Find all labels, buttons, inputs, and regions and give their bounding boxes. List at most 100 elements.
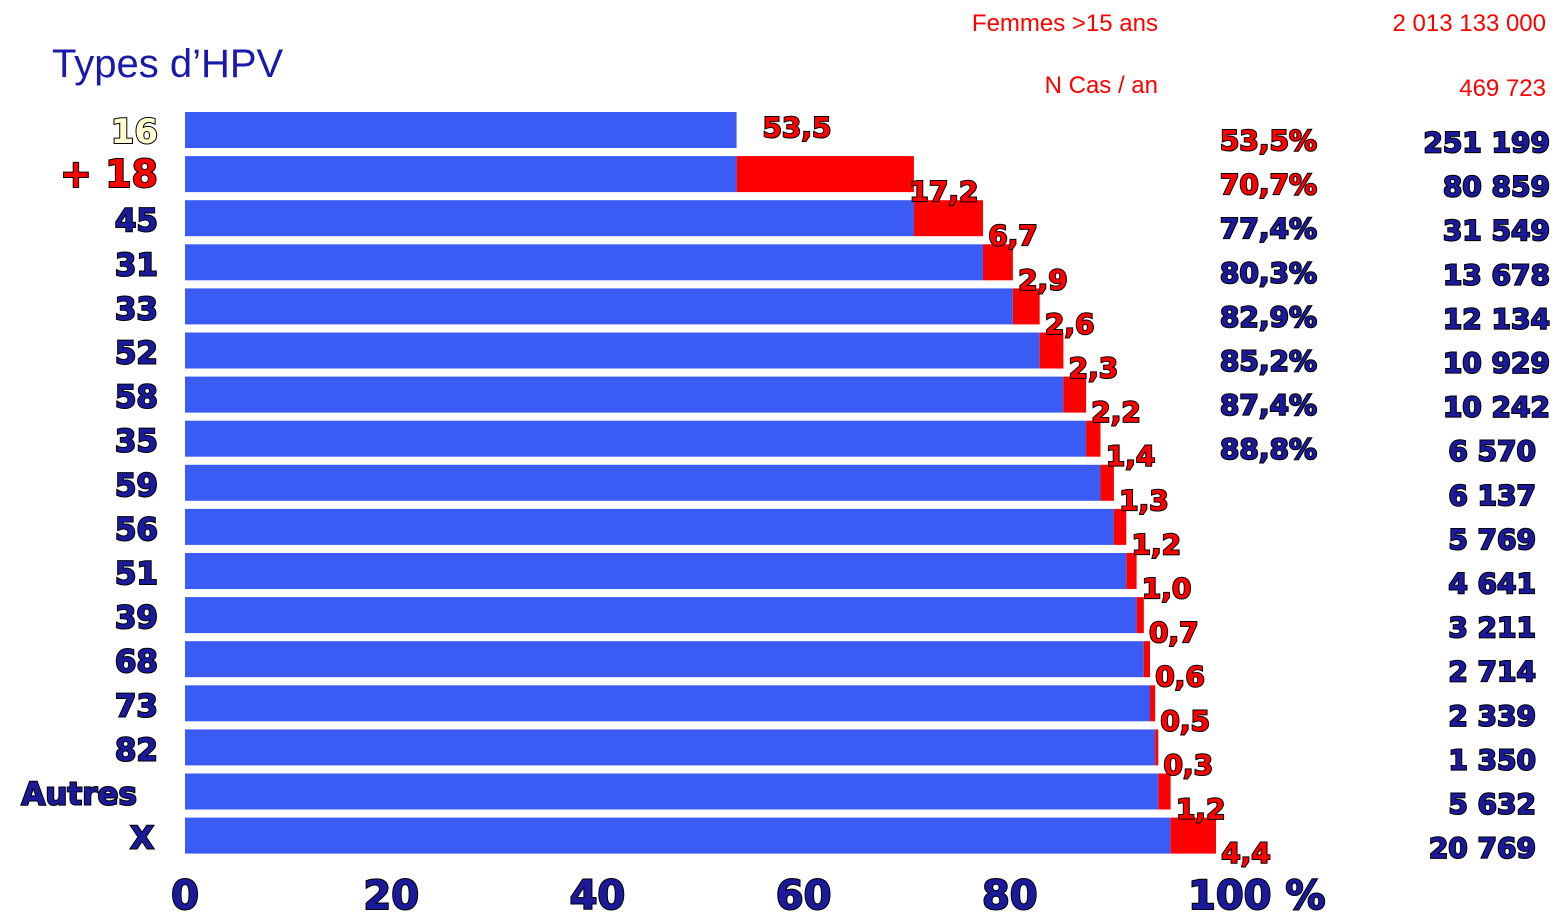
case-count: 13 678	[1443, 258, 1550, 291]
cumulative-labels: 53,5% 70,7% 77,4% 80,3% 82,9% 85,2% 87,4% 88,8%	[1219, 123, 1318, 467]
case-count: 20 769	[1429, 832, 1536, 865]
bar-base	[185, 376, 1064, 413]
bar-base	[185, 200, 914, 237]
bar-base	[185, 553, 1127, 589]
category-label: 59	[115, 468, 158, 504]
case-count: 1 350	[1448, 743, 1536, 776]
bar-base	[185, 156, 737, 193]
bar-base	[185, 464, 1101, 501]
bar-base	[185, 597, 1137, 634]
value-label: 6,7	[988, 219, 1038, 252]
bar-base	[185, 508, 1114, 545]
bar-base	[185, 420, 1087, 457]
x-tick-label: 20	[363, 873, 419, 919]
value-label: 1,2	[1131, 528, 1181, 561]
category-label: 16	[111, 112, 158, 152]
value-label: 2,9	[1018, 263, 1068, 296]
value-label: 0,5	[1160, 704, 1210, 737]
case-count: 10 242	[1443, 391, 1550, 424]
x-axis-ticks: 0 20 40 60 80 100 %	[170, 872, 1326, 919]
x-tick-label: 60	[776, 873, 832, 919]
x-tick-label: 40	[570, 873, 626, 919]
category-labels: 16+ 18 45 31 33 52 58 35 59 56 51 39 68 73 82 Autres X	[20, 111, 159, 858]
value-label: 0,3	[1163, 748, 1213, 781]
bar-increment	[1012, 288, 1040, 325]
value-label: 1,4	[1106, 440, 1156, 473]
bar-increment	[913, 200, 983, 237]
cumulative-label: 80,3%	[1220, 256, 1317, 289]
x-tick-label: 80	[982, 873, 1038, 919]
category-label: 52	[115, 336, 158, 372]
case-count-labels: 251 199 80 859 31 549 13 678 12 134 10 929 10 …	[1422, 125, 1551, 866]
bar-increment	[1086, 420, 1101, 457]
bar-base	[185, 773, 1159, 810]
bar-increment	[1170, 817, 1216, 854]
value-label: 1,3	[1119, 484, 1169, 517]
bar-increment	[185, 112, 737, 148]
value-label: 1,0	[1142, 572, 1192, 605]
value-label: 1,2	[1176, 793, 1226, 826]
header-cases-label: N Cas / an	[1045, 72, 1158, 99]
category-label: 68	[115, 644, 158, 680]
cumulative-label: 77,4%	[1220, 212, 1317, 245]
bar-increment	[1126, 553, 1137, 589]
cumulative-label: 88,8%	[1220, 433, 1317, 466]
header-women-value: 2 013 133 000	[1393, 10, 1546, 37]
bar-increment	[1063, 376, 1087, 413]
cumulative-label: 53,5%	[1220, 124, 1317, 157]
bar-increment	[736, 156, 914, 193]
category-label: Autres	[21, 777, 137, 813]
bar-increment	[1136, 597, 1144, 634]
category-label: 31	[115, 247, 158, 283]
value-label: 2,3	[1069, 352, 1119, 385]
category-label: + 18	[60, 152, 158, 196]
category-label: 33	[115, 291, 158, 327]
case-count: 10 929	[1443, 347, 1550, 380]
category-label: 56	[115, 512, 158, 548]
bar-increment	[1150, 685, 1156, 722]
category-label: 35	[115, 424, 158, 460]
value-label: 53,5	[762, 111, 831, 144]
case-count: 5 769	[1448, 523, 1536, 556]
header-cases-value: 469 723	[1459, 75, 1546, 102]
case-count: 12 134	[1443, 302, 1550, 335]
x-tick-label: 100 %	[1188, 873, 1326, 919]
value-label: 4,4	[1221, 837, 1271, 870]
value-label: 0,6	[1155, 660, 1205, 693]
case-count: 2 714	[1448, 655, 1536, 688]
value-label: 0,7	[1149, 616, 1199, 649]
bar-base	[185, 685, 1151, 722]
bar-increment	[982, 244, 1013, 281]
value-labels: 53,5 17,2 6,7 2,9 2,6 2,3 2,2 1,4 1,3 1,2 1,0 0,7 0,…	[761, 110, 1271, 871]
cumulative-label: 85,2%	[1220, 345, 1317, 378]
bar-base	[185, 244, 983, 281]
category-label: 73	[115, 688, 158, 724]
case-count: 31 549	[1443, 214, 1550, 247]
cumulative-label: 82,9%	[1220, 300, 1317, 333]
bar-increment	[1143, 641, 1151, 678]
case-count: 6 570	[1448, 435, 1536, 468]
bar-base	[185, 729, 1156, 766]
bar-increment	[1158, 773, 1171, 810]
bar-increment	[1100, 464, 1114, 501]
case-count: 4 641	[1448, 567, 1536, 600]
bar-base	[185, 332, 1040, 369]
value-label: 2,6	[1045, 307, 1095, 340]
cumulative-label: 70,7%	[1220, 168, 1317, 201]
chart-title: Types d’HPV	[52, 42, 284, 86]
category-label: 82	[115, 732, 158, 768]
bar-base	[185, 288, 1013, 325]
category-label: X	[130, 821, 154, 857]
value-label: 2,2	[1091, 396, 1141, 429]
case-count: 6 137	[1448, 479, 1536, 512]
value-label: 17,2	[909, 175, 978, 208]
x-tick-label: 0	[171, 873, 199, 919]
cumulative-label: 87,4%	[1220, 389, 1317, 422]
bar-base	[185, 641, 1144, 678]
bar-base	[185, 817, 1171, 854]
category-label: 58	[115, 380, 158, 416]
header-women-label: Femmes >15 ans	[972, 10, 1158, 37]
category-label: 45	[115, 203, 158, 239]
bar-increment	[1113, 508, 1127, 545]
case-count: 5 632	[1448, 788, 1536, 821]
